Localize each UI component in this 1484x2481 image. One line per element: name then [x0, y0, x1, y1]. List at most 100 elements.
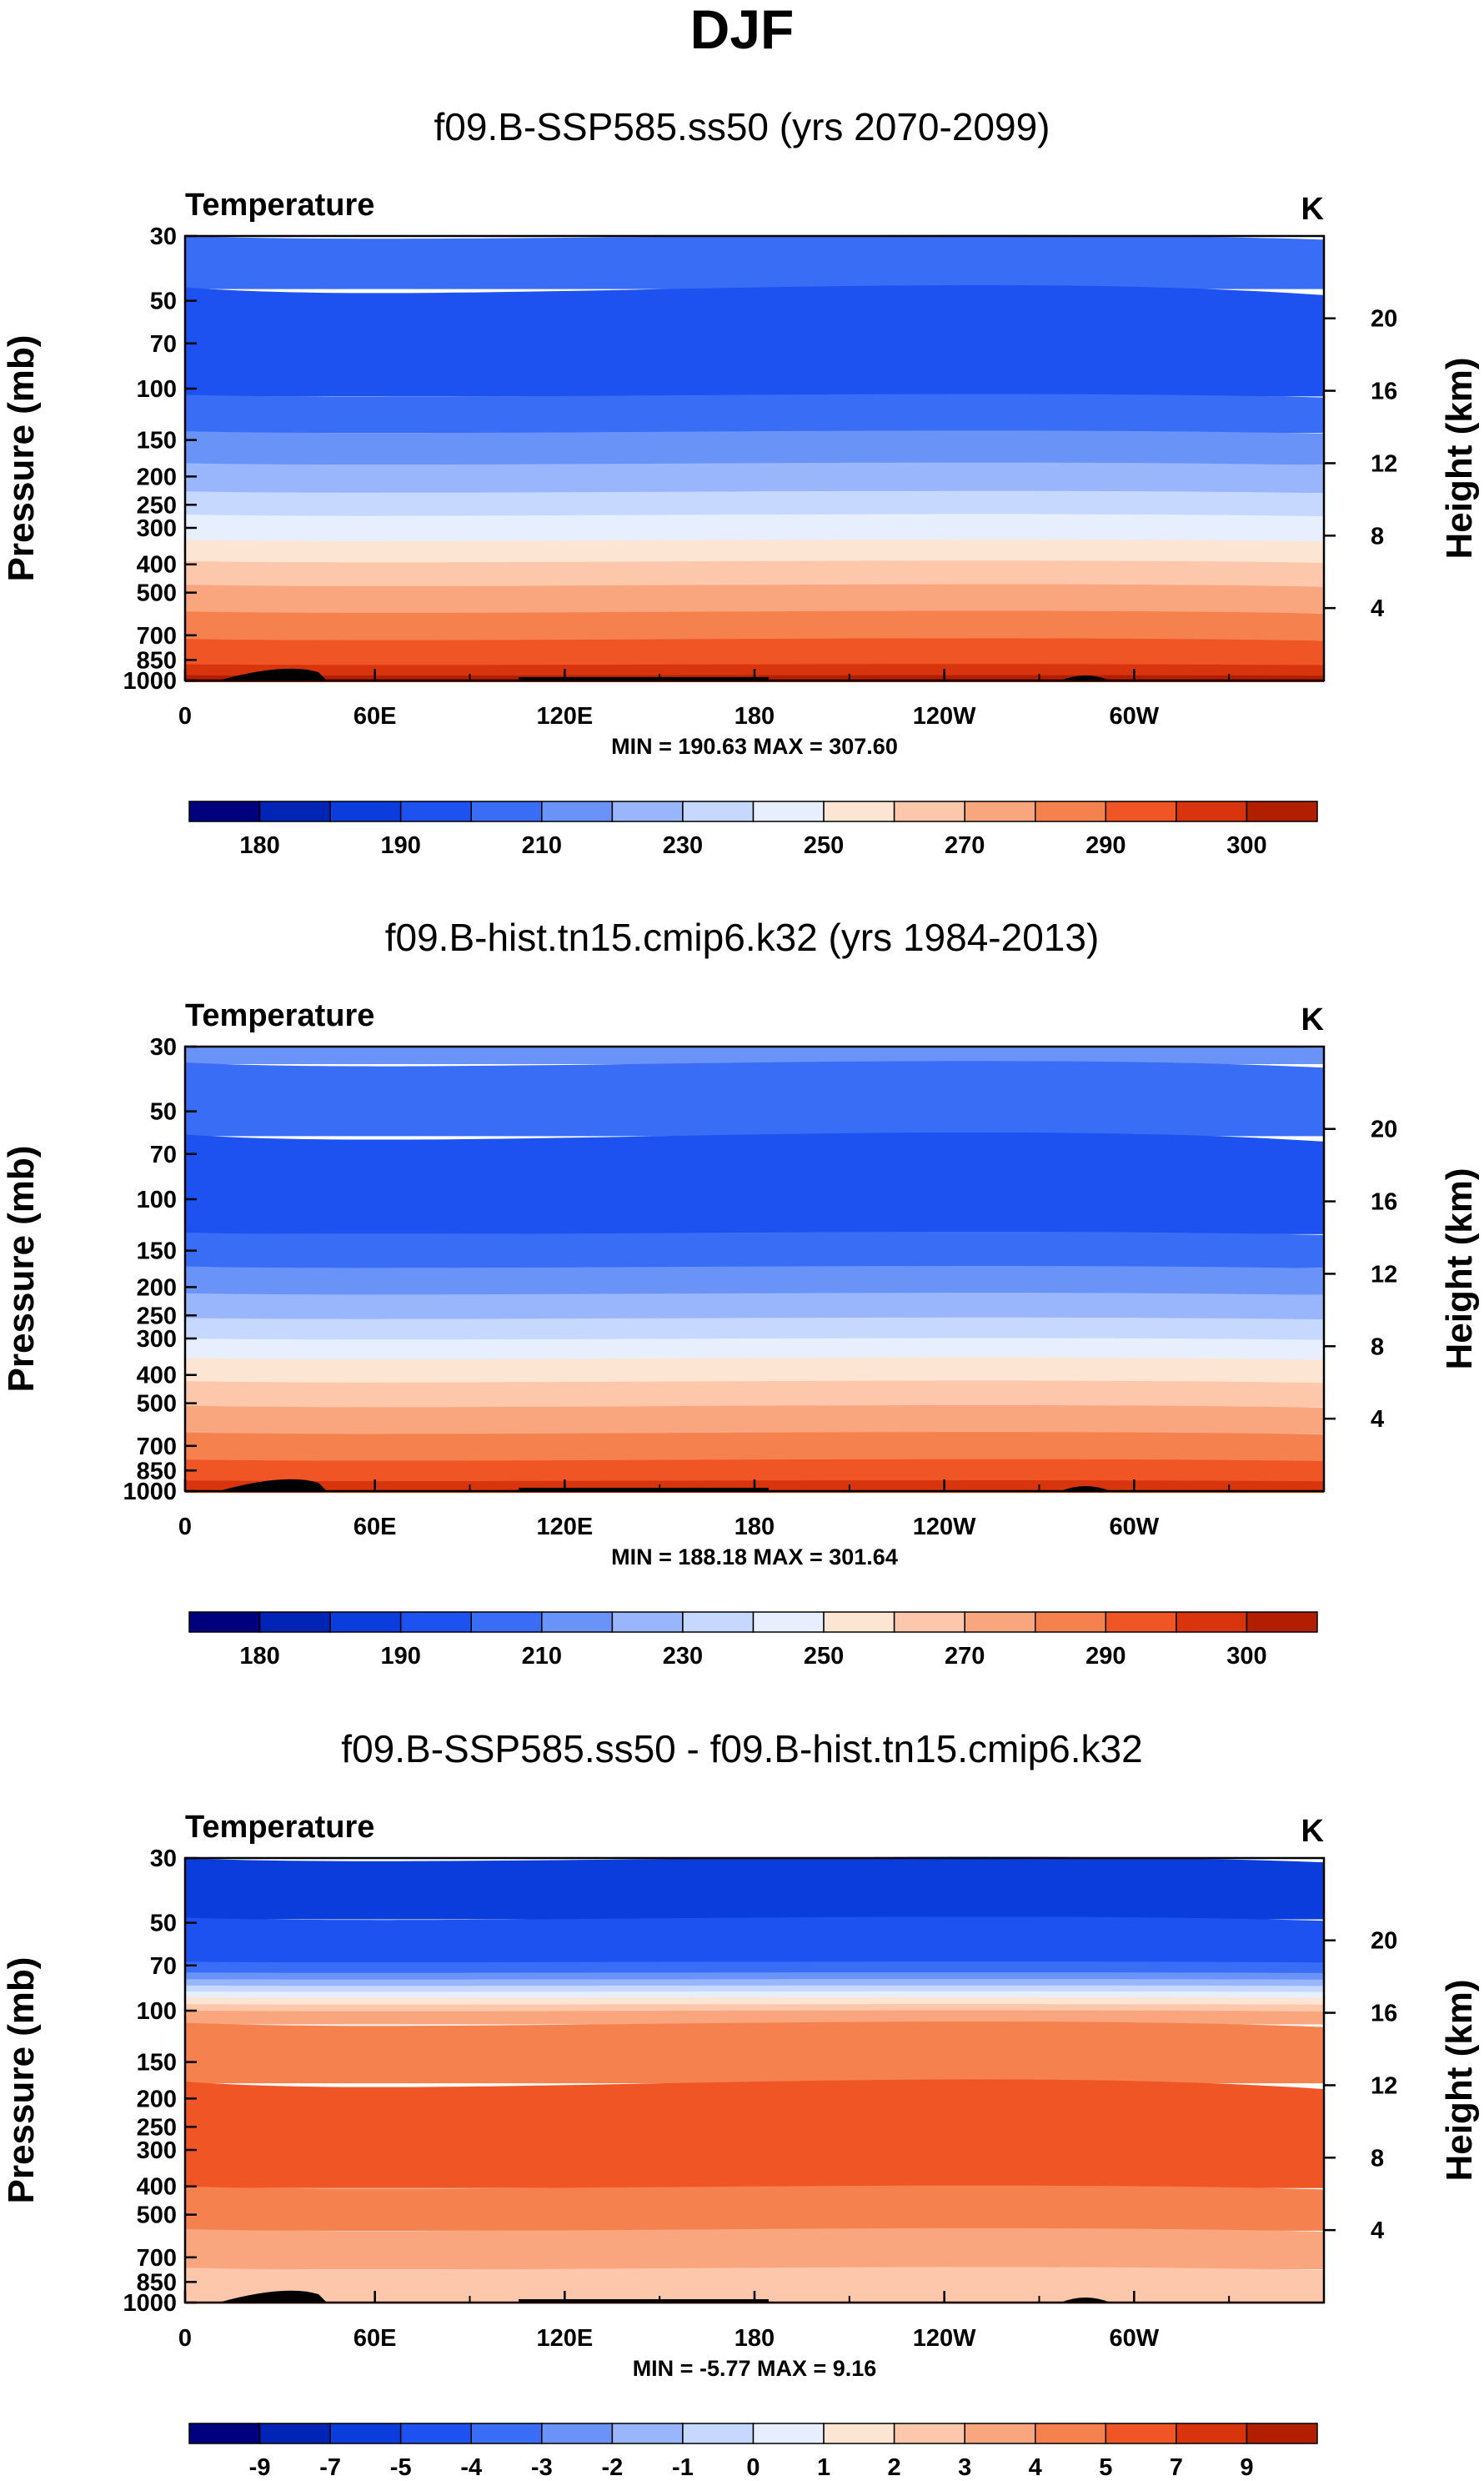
- x-tick-label: 60E: [353, 703, 397, 730]
- contour-band: [185, 1916, 1324, 1964]
- colorbar-box: [893, 1611, 965, 1633]
- y-tick-label: 70: [150, 331, 177, 358]
- colorbar-label: 210: [522, 832, 562, 859]
- height-tick-label: 12: [1371, 2072, 1397, 2099]
- colorbar-box: [188, 2423, 261, 2444]
- x-tick-label: 60E: [353, 1514, 397, 1540]
- y-tick-label: 300: [137, 1326, 177, 1353]
- panel-historical: f09.B-hist.tn15.cmip6.k32 (yrs 1984-2013…: [1, 916, 1480, 1670]
- colorbar-box: [258, 2423, 331, 2444]
- topography-shading: [218, 668, 327, 681]
- contour-band: [185, 584, 1324, 614]
- x-tick-label: 180: [734, 703, 775, 730]
- x-tick-label: 120W: [913, 1514, 976, 1540]
- colorbar-label: 7: [1170, 2454, 1183, 2481]
- colorbar-box: [470, 1611, 543, 1633]
- y-tick-label: 700: [137, 1434, 177, 1460]
- y-tick-label: 150: [137, 1238, 177, 1265]
- contour-band: [185, 1293, 1324, 1320]
- y-tick-label: 100: [137, 1998, 177, 2025]
- contour-band: [185, 1232, 1324, 1268]
- colorbar-box: [682, 1611, 755, 1633]
- x-tick-label: 120W: [913, 2325, 976, 2352]
- colorbar-box: [1176, 801, 1248, 822]
- colorbar-box: [1035, 801, 1107, 822]
- units-label: K: [1301, 1002, 1325, 1037]
- colorbar-box: [1105, 1611, 1177, 1633]
- colorbar-box: [470, 801, 543, 822]
- colorbar-label: 190: [380, 832, 420, 859]
- height-tick-label: 8: [1371, 1333, 1384, 1360]
- contour-band: [185, 234, 1324, 289]
- contour-band: [185, 2079, 1324, 2188]
- y-tick-label: 30: [150, 1034, 177, 1061]
- colorbar-box: [1246, 2423, 1318, 2444]
- contour-band: [185, 284, 1324, 397]
- contour-band: [185, 1357, 1324, 1384]
- y-tick-label: 300: [137, 2137, 177, 2164]
- colorbar-box: [964, 1611, 1036, 1633]
- colorbar-label: 0: [746, 2454, 760, 2481]
- panel-future: f09.B-SSP585.ss50 (yrs 2070-2099) Tempera…: [1, 105, 1480, 859]
- y-tick-label: 100: [137, 376, 177, 403]
- x-tick-label: 60E: [353, 2325, 397, 2352]
- y-tick-label: 100: [137, 1187, 177, 1213]
- y-axis-right-title: Height (km): [1439, 358, 1480, 560]
- contour-band: [185, 1985, 1324, 1994]
- colorbar-label: 230: [663, 832, 703, 859]
- y-tick-label: 50: [150, 289, 177, 315]
- colorbar-box: [399, 801, 472, 822]
- panel-difference: f09.B-SSP585.ss50 - f09.B-hist.tn15.cmip…: [1, 1727, 1480, 2481]
- colorbar-box: [964, 801, 1036, 822]
- topography-shading: [519, 677, 769, 681]
- variable-label: Temperature: [185, 998, 374, 1033]
- y-tick-label: 50: [150, 1099, 177, 1126]
- contour-band: [185, 2185, 1324, 2231]
- colorbar-box: [823, 1611, 895, 1633]
- colorbar-label: 4: [1029, 2454, 1042, 2481]
- height-tick-label: 20: [1371, 1117, 1397, 1143]
- panel-title: f09.B-SSP585.ss50 (yrs 2070-2099): [434, 105, 1050, 148]
- x-tick-label: 120E: [536, 2325, 593, 2352]
- colorbar-box: [682, 801, 755, 822]
- height-tick-label: 12: [1371, 450, 1397, 477]
- height-tick-label: 16: [1371, 379, 1397, 405]
- contour-band: [185, 1338, 1324, 1360]
- colorbar-box: [823, 801, 895, 822]
- y-tick-label: 1000: [123, 1479, 177, 1505]
- y-tick-label: 500: [137, 580, 177, 607]
- contour-band: [185, 1061, 1324, 1137]
- y-tick-label: 400: [137, 1363, 177, 1389]
- colorbar-label: 190: [380, 1643, 420, 1670]
- colorbar-label: 270: [945, 1643, 985, 1670]
- y-axis-right-title: Height (km): [1439, 1980, 1480, 2182]
- height-tick-label: 12: [1371, 1261, 1397, 1288]
- colorbar-label: 300: [1226, 832, 1266, 859]
- colorbar-label: -9: [249, 2454, 271, 2481]
- y-tick-label: 70: [150, 1953, 177, 1980]
- contour-band: [185, 1380, 1324, 1408]
- x-tick-label: 0: [178, 2325, 192, 2352]
- colorbar-box: [611, 1611, 684, 1633]
- contour-band: [185, 462, 1324, 494]
- colorbar-label: 2: [888, 2454, 901, 2481]
- contour-band: [185, 1404, 1324, 1434]
- y-axis-title: Pressure (mb): [1, 335, 42, 582]
- x-tick-label: 180: [734, 1514, 775, 1540]
- colorbar-label: 3: [958, 2454, 971, 2481]
- colorbar-box: [258, 1611, 331, 1633]
- x-tick-label: 60W: [1110, 2325, 1160, 2352]
- y-tick-label: 850: [137, 1458, 177, 1484]
- colorbar-label: 180: [239, 1643, 279, 1670]
- contour-band: [185, 1961, 1324, 1975]
- colorbar-label: 250: [804, 1643, 844, 1670]
- topography-shading: [1060, 1486, 1110, 1491]
- y-tick-label: 700: [137, 2245, 177, 2272]
- contour-band: [185, 1046, 1324, 1065]
- y-tick-label: 150: [137, 2050, 177, 2077]
- y-tick-label: 250: [137, 1303, 177, 1329]
- y-axis-title: Pressure (mb): [1, 1146, 42, 1393]
- contour-band: [185, 1979, 1324, 1987]
- height-tick-label: 4: [1371, 595, 1384, 622]
- colorbar-box: [964, 2423, 1036, 2444]
